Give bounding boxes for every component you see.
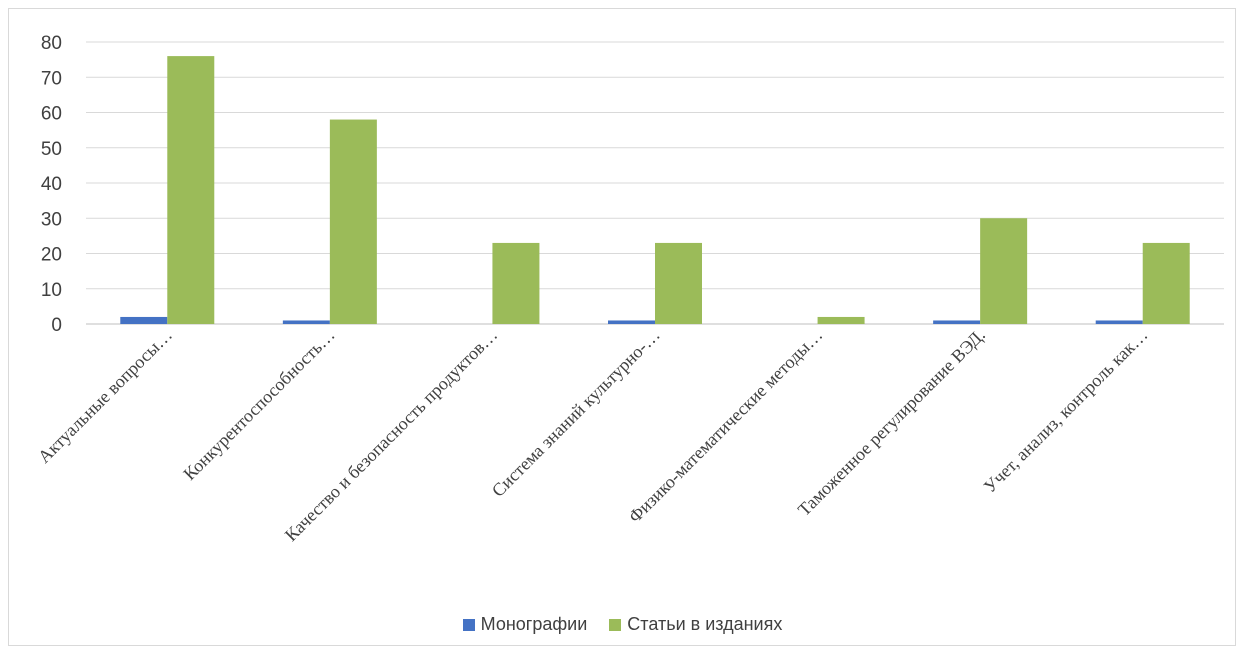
bar-articles [167, 56, 215, 324]
y-tick-label: 40 [41, 174, 62, 195]
y-tick-label: 60 [41, 104, 62, 125]
bar-articles [329, 119, 377, 324]
x-tick-label: Физико-математические методы… [625, 325, 827, 527]
bar-monographs [120, 316, 168, 324]
x-tick-label: Таможенное регулирование ВЭД. [794, 325, 989, 520]
bar-articles [655, 242, 702, 324]
bar-monographs [282, 320, 330, 324]
y-tick-label: 70 [41, 68, 62, 89]
bar-articles [817, 316, 865, 324]
legend-item-articles: Статьи в изданиях [609, 614, 782, 635]
legend-swatch-articles [609, 618, 622, 631]
x-tick-label: Система знаний культурно-… [488, 325, 664, 501]
y-tick-label: 80 [41, 33, 62, 54]
bar-articles [492, 242, 540, 324]
y-tick-label: 30 [41, 209, 62, 230]
legend-label-articles: Статьи в изданиях [627, 614, 783, 634]
y-tick-label: 10 [41, 280, 62, 301]
bar-monographs [933, 320, 981, 324]
legend-swatch-monographs [462, 618, 475, 631]
x-tick-label: Конкурентоспособность… [179, 325, 338, 484]
x-tick-label: Актуальные вопросы… [34, 325, 176, 467]
bar-monographs [1095, 320, 1143, 324]
y-tick-label: 50 [41, 139, 62, 160]
bar-articles [1142, 242, 1190, 324]
x-tick-label: Учет, анализ, контроль как… [980, 325, 1152, 497]
legend: Монографии Статьи в изданиях [0, 614, 1245, 635]
y-tick-label: 0 [51, 315, 62, 336]
bar-monographs [608, 320, 655, 324]
legend-item-monographs: Монографии [462, 614, 588, 635]
legend-label-monographs: Монографии [480, 614, 588, 634]
bar-articles [980, 218, 1028, 324]
y-tick-label: 20 [41, 245, 62, 266]
